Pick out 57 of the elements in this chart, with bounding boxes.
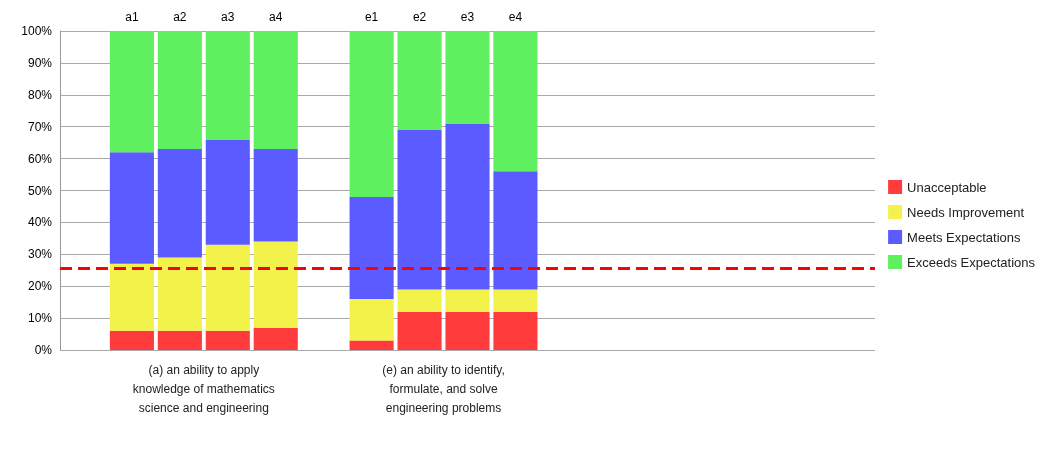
bar xyxy=(109,152,154,264)
y-tick-label: 20% xyxy=(27,279,53,294)
bar xyxy=(157,257,202,331)
bar xyxy=(205,244,250,331)
y-tick-label: 0% xyxy=(34,343,53,357)
y-tick-label: 80% xyxy=(27,87,53,102)
bar xyxy=(445,311,490,350)
bar xyxy=(157,31,202,150)
bar xyxy=(205,139,250,245)
bar xyxy=(493,171,538,290)
bar xyxy=(253,327,298,350)
bar xyxy=(493,31,538,172)
bar xyxy=(397,289,442,312)
y-tick-label: 70% xyxy=(27,119,53,134)
legend-label: Needs Improvement xyxy=(907,204,1025,220)
bar xyxy=(253,149,298,242)
text: (e) an ability to identify, formulate, and solve engineering problems xyxy=(382,362,505,415)
text: (a) an ability to apply knowledge of mathematics science and engineering xyxy=(132,362,275,415)
bar xyxy=(397,129,442,290)
bar xyxy=(349,31,394,197)
bar xyxy=(349,340,394,350)
x-tick-label: e1 xyxy=(364,10,379,24)
bar xyxy=(109,31,154,153)
x-tick-label: a1 xyxy=(125,10,139,24)
bar xyxy=(445,31,490,124)
bar xyxy=(157,330,202,350)
bar xyxy=(445,289,490,312)
bar xyxy=(109,263,154,331)
y-tick-label: 90% xyxy=(27,55,53,70)
x-tick-label: e3 xyxy=(460,10,475,24)
bar xyxy=(205,31,250,140)
bar xyxy=(253,31,298,150)
x-tick-label: e2 xyxy=(412,10,427,24)
legend-label: Exceeds Expectations xyxy=(907,254,1036,270)
bar xyxy=(349,298,394,341)
bar xyxy=(397,311,442,350)
x-tick-label: a4 xyxy=(269,10,283,24)
y-tick-label: 60% xyxy=(27,151,53,166)
bar xyxy=(205,330,250,350)
y-tick-label: 10% xyxy=(27,311,53,326)
y-tick-label: 100% xyxy=(21,24,53,38)
y-tick-label: 30% xyxy=(27,247,53,262)
legend-label: Meets Expectations xyxy=(907,229,1022,245)
bar xyxy=(445,123,490,290)
bar xyxy=(157,149,202,258)
x-tick-label: a2 xyxy=(173,10,187,24)
bar xyxy=(109,330,154,350)
x-tick-label: a3 xyxy=(221,10,235,24)
legend-label: Unacceptable xyxy=(907,179,987,195)
bar xyxy=(493,289,538,312)
bar xyxy=(397,31,442,130)
y-tick-label: 40% xyxy=(27,215,53,230)
y-tick-label: 50% xyxy=(27,183,53,198)
x-tick-label: e4 xyxy=(508,10,523,24)
bar xyxy=(349,196,394,299)
bar xyxy=(253,241,298,328)
bar xyxy=(493,311,538,350)
